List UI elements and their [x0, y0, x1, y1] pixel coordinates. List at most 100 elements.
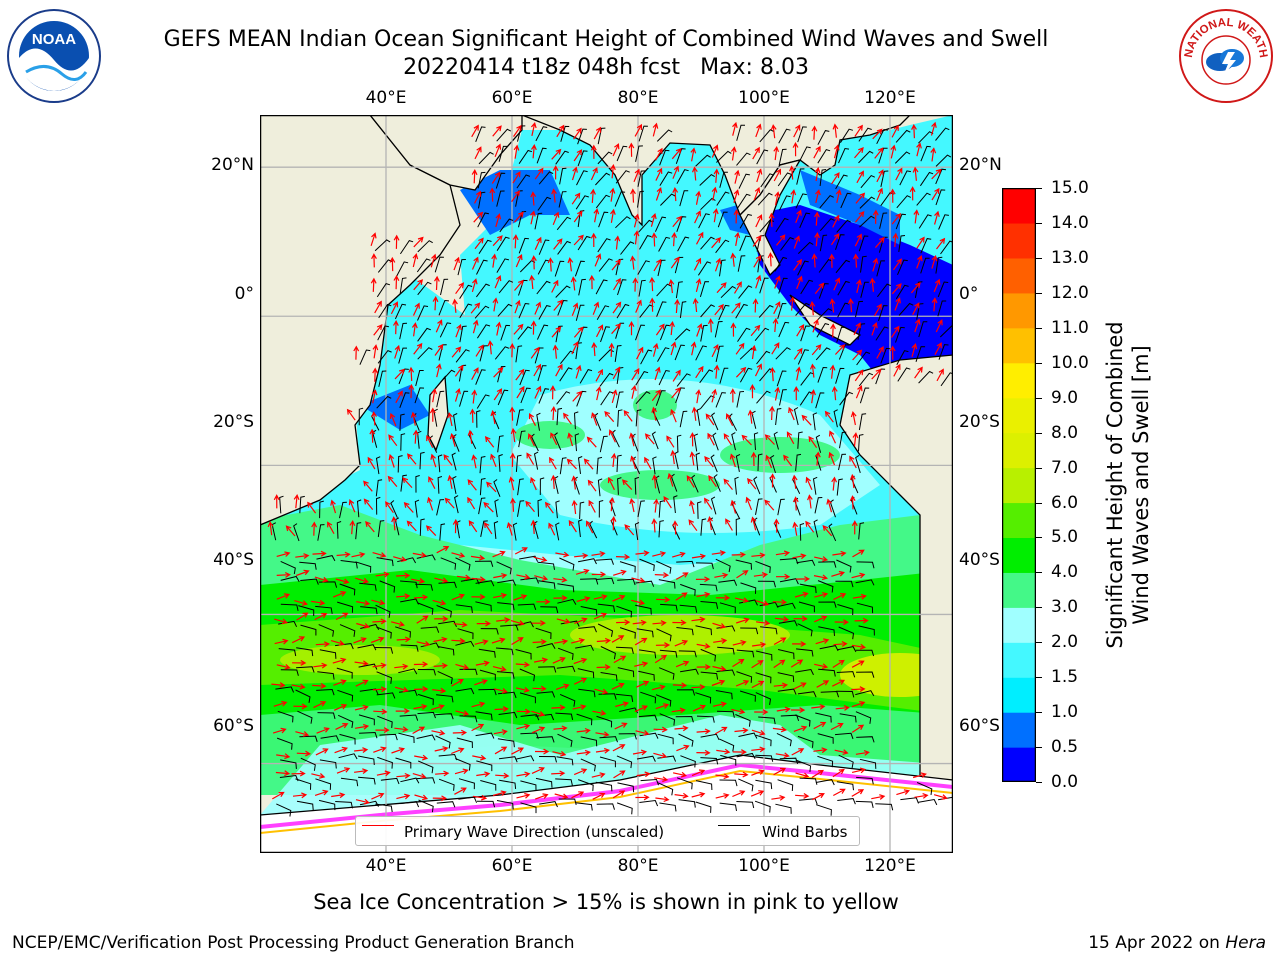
wind-barb: [635, 371, 649, 386]
wave-direction-arrow: [829, 298, 836, 313]
wind-barb: [758, 304, 774, 318]
wind-barb: [859, 387, 870, 404]
wind-barb: [556, 756, 574, 766]
lon-tick-bottom: 80°E: [617, 856, 659, 876]
wind-barb: [898, 235, 906, 252]
wind-barb: [837, 604, 854, 616]
wind-barb: [835, 367, 845, 384]
wave-direction-arrow: [333, 679, 347, 686]
wave-direction-arrow: [635, 299, 642, 313]
wave-direction-arrow: [611, 452, 617, 468]
wind-barb: [451, 452, 457, 471]
wave-direction-arrow: [735, 366, 747, 378]
wave-direction-arrow: [768, 212, 775, 227]
wave-direction-arrow: [336, 767, 351, 774]
wind-barb: [775, 347, 791, 360]
wave-direction-arrow: [769, 366, 776, 382]
wave-direction-arrow: [316, 727, 330, 734]
wave-direction-arrow: [454, 768, 469, 775]
wave-direction-arrow: [892, 232, 899, 247]
wave-direction-arrow: [734, 771, 749, 778]
wave-direction-arrow: [813, 211, 820, 226]
colorbar-tick: [1036, 257, 1042, 259]
wave-direction-arrow: [471, 124, 479, 138]
wave-direction-arrow: [711, 186, 718, 201]
wind-barb: [496, 800, 514, 810]
wave-direction-arrow: [455, 710, 470, 716]
wave-direction-arrow: [495, 321, 502, 336]
wind-barb: [599, 756, 616, 768]
wave-direction-arrow: [635, 794, 650, 801]
wind-barb: [417, 327, 431, 342]
wind-barb: [477, 212, 490, 228]
wind-barb: [757, 453, 763, 472]
lon-tick-bottom: 100°E: [738, 856, 790, 876]
wind-barb: [659, 324, 671, 341]
wind-barb: [535, 777, 553, 788]
wind-barb: [777, 672, 795, 683]
wind-barb: [695, 801, 712, 813]
wave-direction-arrow: [550, 432, 558, 446]
wind-barb: [778, 148, 787, 166]
wind-barb: [753, 476, 761, 495]
wave-direction-arrow: [509, 452, 516, 467]
wave-direction-arrow: [632, 749, 648, 756]
wind-barb: [578, 278, 586, 296]
wave-direction-arrow: [876, 169, 884, 183]
wave-direction-arrow: [670, 408, 677, 423]
wave-direction-arrow: [583, 458, 594, 470]
wind-barb: [676, 560, 695, 568]
wave-direction-arrow: [575, 364, 582, 379]
wave-direction-arrow: [850, 410, 857, 426]
wave-direction-arrow: [792, 141, 799, 157]
wind-barb: [678, 799, 696, 808]
wave-direction-arrow: [612, 366, 621, 380]
colorbar-level-label: 0.5: [1051, 737, 1079, 758]
wind-barb: [715, 345, 724, 363]
wind-barb: [634, 476, 640, 495]
wind-barb: [320, 735, 340, 742]
wave-direction-arrow: [551, 326, 562, 338]
wave-direction-arrow: [467, 496, 476, 510]
wave-direction-arrow: [914, 318, 921, 333]
wind-barb: [856, 776, 874, 785]
wind-barb: [679, 604, 698, 613]
wind-barb: [796, 168, 805, 185]
wind-barb: [877, 283, 891, 298]
wind-barb: [557, 647, 574, 660]
wave-direction-arrow: [674, 639, 689, 647]
wind-barb: [937, 281, 949, 298]
wave-direction-arrow: [772, 726, 788, 733]
wind-barb: [536, 412, 541, 431]
wave-direction-arrow: [624, 524, 635, 536]
wave-direction-arrow: [532, 685, 547, 692]
wind-barb: [815, 347, 831, 361]
wind-barb: [497, 366, 506, 383]
wave-direction-arrow: [623, 409, 633, 422]
wave-direction-arrow: [587, 479, 597, 492]
wave-direction-arrow: [672, 186, 679, 202]
wind-barb: [915, 346, 926, 362]
wave-direction-arrow: [655, 703, 670, 710]
wave-direction-arrow: [389, 412, 397, 427]
wave-direction-arrow: [909, 186, 916, 201]
wave-direction-arrow: [795, 366, 802, 381]
wave-direction-arrow: [489, 187, 496, 202]
wave-direction-arrow: [511, 637, 524, 646]
wave-direction-arrow: [773, 767, 787, 776]
wave-direction-arrow: [672, 369, 681, 382]
wind-barb: [559, 693, 576, 707]
wave-direction-arrow: [631, 384, 637, 399]
wind-barb: [639, 235, 652, 250]
wave-direction-arrow: [830, 232, 840, 246]
wave-direction-arrow: [274, 618, 289, 625]
wave-direction-arrow: [574, 617, 588, 624]
wind-barb: [595, 577, 615, 585]
wave-direction-arrow: [732, 790, 746, 798]
wave-direction-arrow: [654, 366, 661, 381]
wave-direction-arrow: [755, 214, 763, 228]
wave-direction-arrow: [672, 682, 688, 689]
wind-barb: [357, 644, 377, 651]
wind-barb: [434, 256, 444, 273]
wave-direction-arrow: [769, 405, 775, 421]
